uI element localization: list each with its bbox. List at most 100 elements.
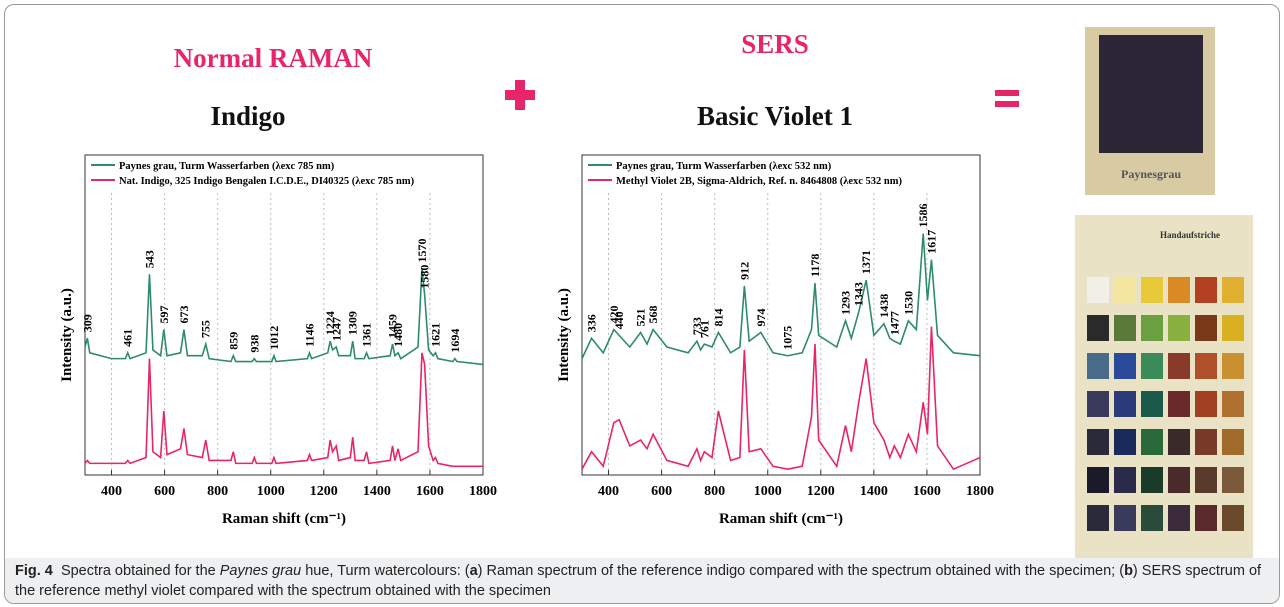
peak-label: 1694 <box>448 329 462 353</box>
peak-label: 1247 <box>329 317 343 341</box>
swatch <box>1168 505 1190 531</box>
peak-label: 1580 <box>418 265 432 289</box>
peak-label: 1224 <box>323 311 337 335</box>
peak-label: 1480 <box>391 323 405 347</box>
peak-label: 1617 <box>924 230 938 254</box>
peak-label: 309 <box>80 314 94 332</box>
swatch <box>1087 505 1109 531</box>
swatch-label: Paynesgrau <box>1121 167 1181 181</box>
peak-label: 755 <box>199 320 213 338</box>
x-tick-label: 400 <box>101 484 122 499</box>
swatch <box>1141 467 1163 493</box>
x-tick-label: 1000 <box>754 484 782 499</box>
peak-label: 859 <box>226 332 240 350</box>
swatch <box>1195 315 1217 341</box>
spectrum-line <box>84 268 484 366</box>
peak-label: 1178 <box>808 254 822 277</box>
heading: Normal RAMAN <box>174 43 373 73</box>
peak-label: 420 <box>607 306 621 324</box>
swatch <box>1222 467 1244 493</box>
swatch <box>1168 277 1190 303</box>
peak-label: 1343 <box>852 282 866 306</box>
x-tick-label: 1200 <box>807 484 835 499</box>
swatch <box>1168 467 1190 493</box>
peak-label: 733 <box>690 317 704 335</box>
x-tick-label: 1000 <box>257 484 285 499</box>
swatch <box>1141 353 1163 379</box>
swatch <box>1114 315 1136 341</box>
x-tick-label: 1400 <box>363 484 391 499</box>
peak-label: 336 <box>585 314 599 332</box>
swatch <box>1168 353 1190 379</box>
swatch <box>1114 467 1136 493</box>
swatch <box>1195 467 1217 493</box>
swatch <box>1087 315 1109 341</box>
equals-sign <box>995 90 1019 107</box>
swatch <box>1168 315 1190 341</box>
caption-text: ) SERS spectrum of the reference methyl … <box>15 563 1262 599</box>
peak-label: 1438 <box>877 294 891 318</box>
swatch <box>1087 277 1109 303</box>
peak-label: 440 <box>612 311 626 329</box>
peak-label: 1361 <box>360 323 374 347</box>
y-axis-label: Intensity (a.u.) <box>556 288 572 382</box>
peak-label: 1459 <box>386 314 400 338</box>
heading: Basic Violet 1 <box>697 101 853 131</box>
plot-frame <box>84 154 484 476</box>
legend-entry: Paynes grau, Turm Wasserfarben (λexc 532… <box>616 161 832 172</box>
swatch <box>1087 353 1109 379</box>
x-tick-label: 600 <box>651 484 672 499</box>
peak-label: 1371 <box>859 250 873 274</box>
legend-entry: Paynes grau, Turm Wasserfarben (λexc 785… <box>119 161 335 172</box>
peak-label: 543 <box>142 250 156 268</box>
figure-graphics: Normal RAMAN Indigo SERS Basic Violet 1 … <box>59 27 1253 558</box>
peak-label: 814 <box>711 308 725 326</box>
y-axis-label: Intensity (a.u.) <box>59 288 75 382</box>
figure: Normal RAMAN Indigo SERS Basic Violet 1 … <box>4 4 1280 604</box>
spectrum-line <box>581 326 981 471</box>
swatch <box>1141 315 1163 341</box>
peak-label: 1309 <box>346 311 360 335</box>
peak-label: 1075 <box>781 326 795 350</box>
x-tick-label: 1600 <box>416 484 444 499</box>
x-axis-label: Raman shift (cm⁻¹) <box>222 511 346 527</box>
swatch <box>1222 353 1244 379</box>
x-tick-label: 800 <box>704 484 725 499</box>
swatch <box>1168 391 1190 417</box>
x-tick-label: 1800 <box>469 484 497 499</box>
swatch <box>1222 429 1244 455</box>
x-tick-label: 400 <box>598 484 619 499</box>
peak-label: 521 <box>634 308 648 326</box>
spectrum-line <box>84 352 483 468</box>
peak-label: 1012 <box>267 326 281 350</box>
peak-label: 1293 <box>838 291 852 315</box>
legend-entry: Nat. Indigo, 325 Indigo Bengalen I.C.D.E… <box>119 176 415 187</box>
swatch <box>1114 429 1136 455</box>
swatch <box>1114 505 1136 531</box>
peak-label: 938 <box>247 335 261 353</box>
plus-sign <box>505 80 535 110</box>
x-tick-label: 1400 <box>860 484 888 499</box>
caption-text: Spectra obtained for the <box>60 563 220 579</box>
swatch <box>1195 277 1217 303</box>
swatch <box>1222 315 1244 341</box>
peak-label: 1530 <box>901 291 915 315</box>
swatch <box>1222 391 1244 417</box>
caption-label: Fig. 4 <box>15 563 53 579</box>
caption-text: hue, Turm watercolours: ( <box>301 563 470 579</box>
heading: SERS <box>741 29 809 59</box>
x-tick-label: 600 <box>154 484 175 499</box>
swatch <box>1114 391 1136 417</box>
swatch <box>1222 505 1244 531</box>
swatch <box>1114 277 1136 303</box>
swatch <box>1114 353 1136 379</box>
swatch <box>1087 391 1109 417</box>
peak-label: 461 <box>121 329 135 347</box>
x-tick-label: 1800 <box>966 484 994 499</box>
heading: Indigo <box>210 101 285 131</box>
x-tick-label: 1600 <box>913 484 941 499</box>
swatch <box>1141 277 1163 303</box>
x-tick-label: 800 <box>207 484 228 499</box>
swatch <box>1195 391 1217 417</box>
caption-text: ) Raman spectrum of the reference indigo… <box>477 563 1125 579</box>
